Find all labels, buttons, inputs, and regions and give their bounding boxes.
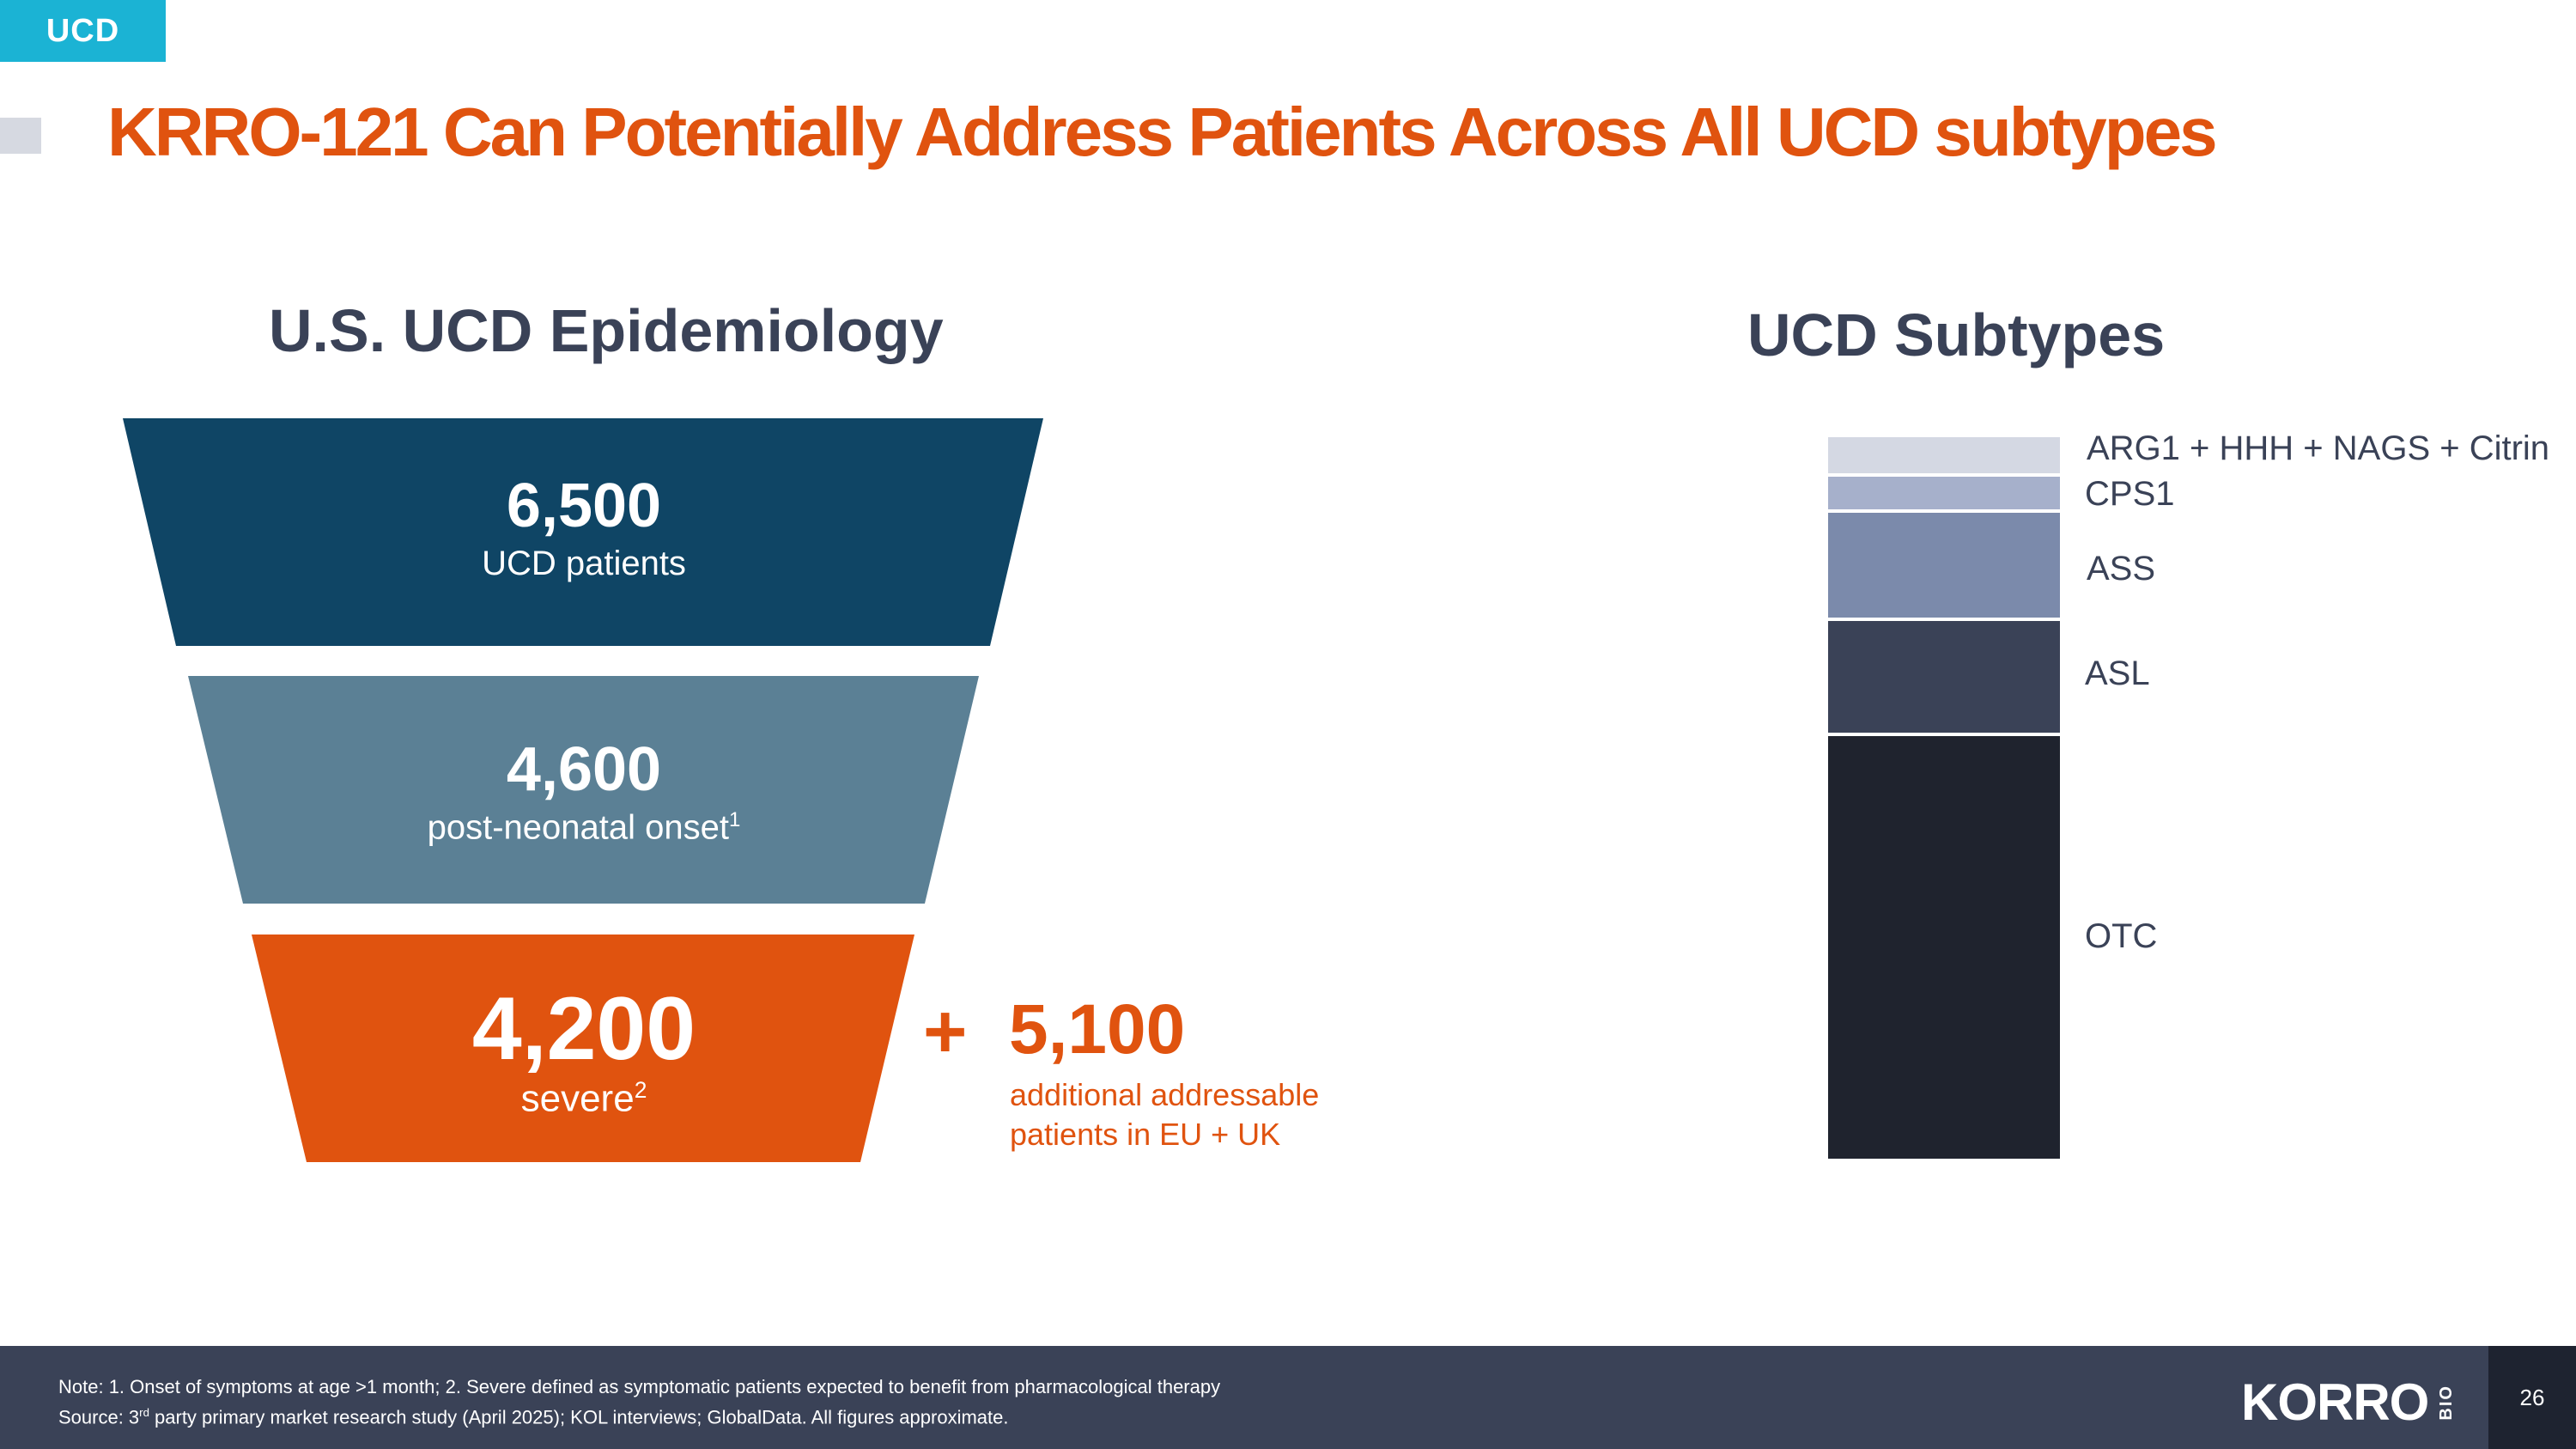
footer-source: Source: 3rd party primary market researc… [58, 1400, 1220, 1430]
page-number: 26 [2488, 1346, 2576, 1449]
funnel-chart [123, 418, 1043, 1162]
subtype-label-arg1: ARG1 + HHH + NAGS + Citrin [2087, 429, 2550, 467]
tier3-label-line: severe2 [283, 1077, 884, 1121]
funnel-tier-1-text: 6,500 UCD patients [283, 471, 884, 583]
tier2-value: 4,600 [506, 735, 662, 804]
source-text: party primary market research study (Apr… [149, 1406, 1009, 1428]
tier3-footnote: 2 [634, 1077, 647, 1103]
subtype-bar-arg1 [1828, 437, 2060, 473]
additional-text: additional addressable patients in EU + … [1010, 1075, 1439, 1154]
additional-line-1: additional addressable [1010, 1077, 1320, 1112]
source-prefix: Source: 3 [58, 1406, 140, 1428]
footer-bar [0, 1346, 2576, 1449]
subtype-bar-otc [1828, 736, 2060, 1159]
subtype-label-ass: ASS [2087, 550, 2156, 588]
section-tag: UCD [0, 0, 166, 62]
subtypes-title: UCD Subtypes [1747, 301, 2166, 368]
plus-sign: + [923, 989, 968, 1074]
tier2-footnote: 1 [729, 808, 741, 831]
tier1-value: 6,500 [506, 472, 662, 540]
footer-notes: Note: 1. Onset of symptoms at age >1 mon… [58, 1374, 1220, 1430]
additional-value: 5,100 [1009, 990, 1186, 1068]
funnel-tier-2 [188, 676, 979, 904]
subtype-label-otc: OTC [2085, 917, 2158, 955]
page-title: KRRO-121 Can Potentially Address Patient… [107, 94, 2218, 170]
funnel-tier-1 [123, 418, 1043, 646]
subtype-bar-ass [1828, 513, 2060, 618]
additional-line-2: patients in EU + UK [1010, 1117, 1281, 1152]
footer-note: Note: 1. Onset of symptoms at age >1 mon… [58, 1376, 1221, 1397]
tier1-label: UCD patients [482, 545, 686, 582]
subtype-label-cps1: CPS1 [2085, 475, 2175, 513]
tier3-value: 4,200 [471, 979, 696, 1079]
tier2-label-line: post-neonatal onset1 [283, 808, 884, 847]
subtype-label-asl: ASL [2085, 654, 2150, 692]
funnel-tier-3-text: 4,200 severe2 [283, 981, 884, 1121]
logo-bio-suffix: BIO [2437, 1385, 2456, 1421]
subtype-bar-asl [1828, 621, 2060, 733]
funnel-tier-2-text: 4,600 post-neonatal onset1 [283, 734, 884, 847]
subtype-bar-cps1 [1828, 477, 2060, 509]
source-ordinal: rd [139, 1406, 149, 1419]
funnel-tier-3 [252, 935, 914, 1162]
epidemiology-title: U.S. UCD Epidemiology [269, 297, 944, 364]
korro-logo: KORRO [2241, 1373, 2429, 1431]
tier3-label: severe [520, 1077, 635, 1120]
tier2-label: post-neonatal onset [427, 808, 729, 847]
title-marker [0, 118, 41, 154]
